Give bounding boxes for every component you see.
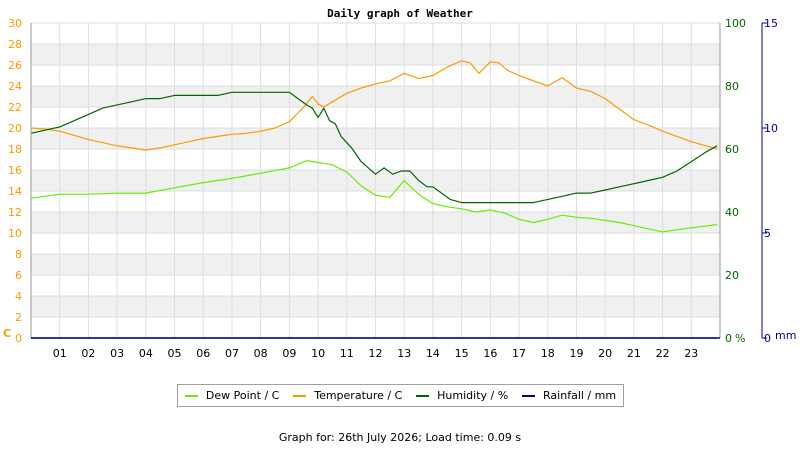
x-tick-label: 01 (53, 347, 67, 360)
left-tick-label: 26 (8, 59, 22, 72)
legend-label-humidity: Humidity / % (437, 389, 509, 402)
left-tick-label: 14 (8, 185, 22, 198)
humidity-tick-label: 80 (725, 80, 739, 93)
x-tick-label: 22 (656, 347, 670, 360)
humidity-tick-label: 60 (725, 143, 739, 156)
x-tick-label: 17 (512, 347, 526, 360)
humidity-tick-label: 20 (725, 269, 739, 282)
humidity-tick-label: 0 (725, 332, 732, 345)
left-tick-label: 8 (15, 248, 22, 261)
left-tick-label: 24 (8, 80, 22, 93)
x-tick-label: 10 (311, 347, 325, 360)
legend-label-dew-point: Dew Point / C (205, 389, 280, 402)
x-tick-label: 12 (369, 347, 383, 360)
x-tick-label: 05 (168, 347, 182, 360)
x-tick-label: 07 (225, 347, 239, 360)
left-tick-label: 18 (8, 143, 22, 156)
axes (30, 22, 767, 339)
legend-item-humidity: Humidity / % (416, 389, 508, 402)
rainfall-unit-label: mm (775, 329, 796, 342)
chart-title: Daily graph of Weather (327, 7, 473, 20)
x-tick-label: 18 (541, 347, 555, 360)
left-tick-label: 10 (8, 227, 22, 240)
x-tick-label: 04 (139, 347, 153, 360)
x-tick-label: 06 (196, 347, 210, 360)
humidity-unit-label: % (735, 332, 745, 345)
humidity-tick-label: 40 (725, 206, 739, 219)
left-tick-label: 16 (8, 164, 22, 177)
dew-point-line (30, 160, 718, 233)
humidity-line (30, 91, 718, 204)
left-tick-label: 22 (8, 101, 22, 114)
left-tick-label: 6 (15, 269, 22, 282)
rainfall-tick-label: 15 (764, 17, 778, 30)
rainfall-tick-label: 10 (764, 122, 778, 135)
x-tick-label: 15 (455, 347, 469, 360)
x-tick-label: 13 (397, 347, 411, 360)
x-tick-label: 20 (598, 347, 612, 360)
footer-text: Graph for: 26th July 2026; Load time: 0.… (278, 431, 522, 444)
left-tick-label: 20 (8, 122, 22, 135)
x-tick-label: 11 (340, 347, 354, 360)
x-tick-label: 19 (569, 347, 583, 360)
left-tick-label: 2 (15, 311, 22, 324)
legend-item-temperature: Temperature / C (293, 389, 402, 402)
rainfall-tick-label: 5 (764, 227, 771, 240)
x-tick-label: 03 (110, 347, 124, 360)
x-tick-label: 08 (254, 347, 268, 360)
x-tick-label: 16 (483, 347, 497, 360)
temperature-line (30, 60, 718, 151)
humidity-tick-label: 100 (725, 17, 746, 30)
legend-swatch-humidity (416, 394, 430, 397)
left-tick-label: 12 (8, 206, 22, 219)
left-tick-label: 30 (8, 17, 22, 30)
legend-item-dew-point: Dew Point / C (184, 389, 280, 402)
legend-label-temperature: Temperature / C (314, 389, 403, 402)
left-tick-label: 28 (8, 38, 22, 51)
rainfall-tick-label: 0 (764, 332, 771, 345)
legend-swatch-temperature (293, 394, 307, 397)
left-tick-label: 4 (15, 290, 22, 303)
left-unit-label: C (3, 327, 11, 340)
legend-swatch-rainfall (522, 394, 536, 397)
legend-item-rainfall: Rainfall / mm (522, 389, 616, 402)
legend-label-rainfall: Rainfall / mm (543, 389, 617, 402)
x-tick-label: 02 (81, 347, 95, 360)
x-tick-label: 23 (684, 347, 698, 360)
legend: Dew Point / C Temperature / C Humidity /… (177, 384, 624, 407)
x-tick-label: 09 (282, 347, 296, 360)
legend-swatch-dew-point (184, 394, 198, 397)
left-tick-label: 0 (15, 332, 22, 345)
x-tick-label: 14 (426, 347, 440, 360)
x-tick-label: 21 (627, 347, 641, 360)
